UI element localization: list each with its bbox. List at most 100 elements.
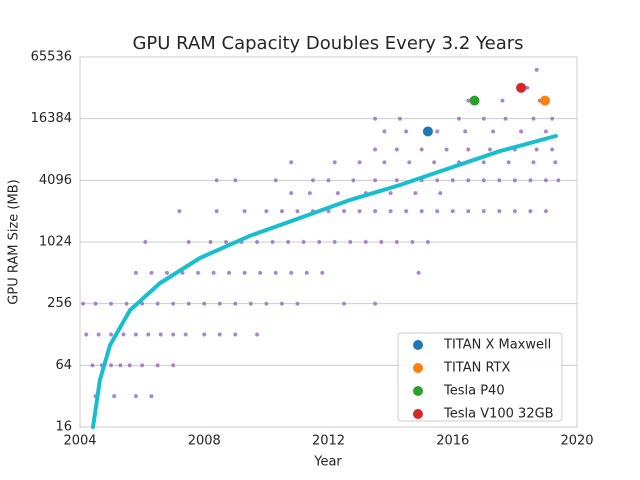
gpu-point [382,129,387,134]
gpu-point [170,362,176,368]
gpu-point [186,239,192,245]
legend-label: TITAN RTX [443,361,510,376]
highlight-point [422,126,433,137]
gpu-point [496,208,502,214]
gpu-point [279,208,285,214]
gpu-point [108,301,114,307]
x-tick-label: 2004 [63,434,96,449]
gpu-point [416,270,421,276]
gpu-point [326,177,331,183]
gpu-point [295,301,300,307]
gpu-point [549,116,555,122]
gpu-point [372,147,378,152]
gpu-point [528,208,533,214]
gpu-point [158,332,164,337]
gpu-point [481,177,487,183]
gpu-point [307,190,313,196]
gpu-point [142,239,148,245]
gpu-point [503,116,508,122]
y-tick-label: 1024 [39,235,72,250]
gpu-point [149,270,154,276]
y-tick-label: 256 [47,296,72,311]
gpu-point [518,129,524,134]
gpu-point [93,301,98,307]
chart-title: GPU RAM Capacity Doubles Every 3.2 Years [132,33,523,54]
gpu-point [531,116,536,122]
gpu-point [462,129,468,134]
gpu-point [543,177,549,183]
gpu-point [406,159,412,165]
gpu-point [481,159,487,165]
gpu-point [226,270,232,276]
legend-label: Tesla P40 [443,384,505,399]
gpu-point [456,116,462,122]
y-axis-label: GPU RAM Size (MB) [7,179,22,304]
x-tick-label: 2012 [312,434,345,449]
gpu-point [534,67,540,73]
gpu-point [394,239,400,245]
gpu-point [285,239,291,245]
gpu-point [512,208,518,214]
gpu-point [347,239,353,245]
gpu-point [382,159,387,165]
gpu-point [403,129,409,134]
gpu-point [434,177,440,183]
gpu-point [481,116,487,122]
trend-line [91,134,558,429]
gpu-point [270,239,275,245]
gpu-point [552,159,558,165]
gpu-point [357,159,362,165]
gpu-point [248,301,254,307]
gpu-point [217,332,223,337]
gpu-point [186,301,192,307]
gpu-point [139,362,145,368]
legend-box [397,332,563,422]
gpu-point [434,129,440,134]
gpu-point [145,332,151,337]
gpu-point [176,208,182,214]
gpu-point [90,362,95,368]
gpu-point [214,177,220,183]
gpu-point [481,208,487,214]
gpu-point [208,239,213,245]
gpu-point [332,159,338,165]
gpu-point [413,190,418,196]
plot-frame [79,56,578,428]
gpu-point [121,332,126,337]
gpu-point [450,177,456,183]
gpu-point [419,208,425,214]
gpu-point [372,301,378,307]
highlight-point [516,82,527,93]
gpu-point [133,270,139,276]
gpu-point [83,332,89,337]
gpu-point [117,362,123,368]
gpu-point [295,208,300,214]
gpu-point [273,177,279,183]
gpu-point [487,147,493,152]
gpu-point [394,177,400,183]
gpu-point [155,301,161,307]
gpu-point [164,270,170,276]
gpu-point [217,301,223,307]
gpu-point [108,362,114,368]
y-tick-label: 65536 [31,50,72,65]
gpu-point [372,116,378,122]
gpu-point [465,147,471,152]
gpu-point [372,177,378,183]
gpu-point [111,393,117,399]
gpu-point [232,177,238,183]
gpu-point [127,362,133,368]
gpu-point [341,208,347,214]
gpu-point [409,239,415,245]
gpu-point [201,301,207,307]
gpu-point [195,270,201,276]
gpu-point [288,270,294,276]
gpu-point [254,239,260,245]
legend-marker [413,409,423,419]
gpu-point [437,190,443,196]
gpu-point [96,332,102,337]
gpu-point [531,159,536,165]
gpu-point [242,270,248,276]
gpu-point [319,270,325,276]
